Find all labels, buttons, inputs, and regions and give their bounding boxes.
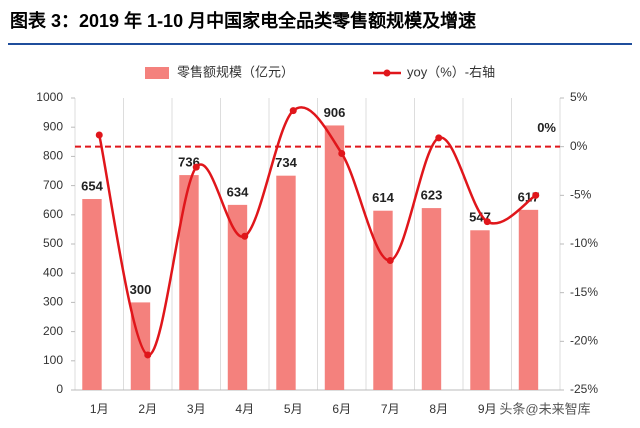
x-tick-label: 6月 bbox=[332, 402, 351, 416]
legend-swatch bbox=[145, 67, 169, 79]
value-label: 300 bbox=[130, 282, 152, 297]
yoy-point bbox=[144, 351, 152, 359]
reference-label: 0% bbox=[537, 120, 556, 135]
y-tick-label: 700 bbox=[43, 178, 63, 192]
yoy-point bbox=[289, 107, 297, 115]
yoy-point bbox=[241, 232, 249, 240]
y-tick-label: 300 bbox=[43, 295, 63, 309]
x-tick-label: 9月 bbox=[478, 402, 497, 416]
y2-tick-label: -15% bbox=[570, 285, 598, 299]
bar bbox=[82, 199, 102, 390]
y-tick-label: 1000 bbox=[36, 90, 63, 104]
yoy-point bbox=[435, 134, 443, 142]
yoy-point bbox=[192, 163, 200, 171]
x-tick-label: 8月 bbox=[429, 402, 448, 416]
value-label: 614 bbox=[372, 190, 394, 205]
y2-tick-label: -25% bbox=[570, 382, 598, 396]
legend-swatch bbox=[383, 69, 391, 77]
legend-label: yoy（%）-右轴 bbox=[407, 64, 495, 79]
bar bbox=[324, 125, 345, 390]
x-tick-label: 3月 bbox=[187, 402, 206, 416]
y-tick-label: 200 bbox=[43, 324, 63, 338]
y-tick-label: 500 bbox=[43, 236, 63, 250]
y-tick-label: 600 bbox=[43, 207, 63, 221]
value-label: 906 bbox=[324, 105, 346, 120]
x-tick-label: 2月 bbox=[138, 402, 157, 416]
bar bbox=[518, 209, 539, 390]
chart-title: 图表 3：2019 年 1-10 月中国家电全品类零售额规模及增速 bbox=[10, 10, 476, 31]
yoy-point bbox=[532, 191, 540, 199]
value-label: 734 bbox=[275, 155, 297, 170]
y-tick-label: 900 bbox=[43, 119, 63, 133]
y2-tick-label: 5% bbox=[570, 90, 588, 104]
y-tick-label: 400 bbox=[43, 265, 63, 279]
yoy-point bbox=[483, 218, 491, 226]
y2-tick-label: 0% bbox=[570, 139, 588, 153]
watermark: 头条@未来智库 bbox=[499, 401, 590, 416]
y-tick-label: 0 bbox=[56, 382, 63, 396]
bar bbox=[470, 230, 490, 390]
bar bbox=[373, 210, 393, 390]
value-label: 623 bbox=[421, 188, 443, 203]
x-tick-label: 4月 bbox=[235, 402, 254, 416]
y-tick-label: 800 bbox=[43, 149, 63, 163]
bar bbox=[276, 175, 296, 390]
bar bbox=[227, 204, 248, 390]
y2-tick-label: -10% bbox=[570, 236, 598, 250]
value-label: 634 bbox=[227, 184, 249, 199]
value-label: 654 bbox=[81, 178, 103, 193]
yoy-point bbox=[95, 131, 103, 139]
x-tick-label: 7月 bbox=[381, 402, 400, 416]
y2-tick-label: -5% bbox=[570, 188, 592, 202]
y-tick-label: 100 bbox=[43, 353, 63, 367]
yoy-point bbox=[386, 257, 394, 265]
x-tick-label: 5月 bbox=[284, 402, 303, 416]
legend-label: 零售额规模（亿元） bbox=[177, 64, 294, 79]
yoy-point bbox=[338, 149, 346, 157]
x-tick-label: 1月 bbox=[90, 402, 109, 416]
bar bbox=[421, 208, 442, 390]
y2-tick-label: -20% bbox=[570, 334, 598, 348]
bar bbox=[179, 175, 199, 390]
